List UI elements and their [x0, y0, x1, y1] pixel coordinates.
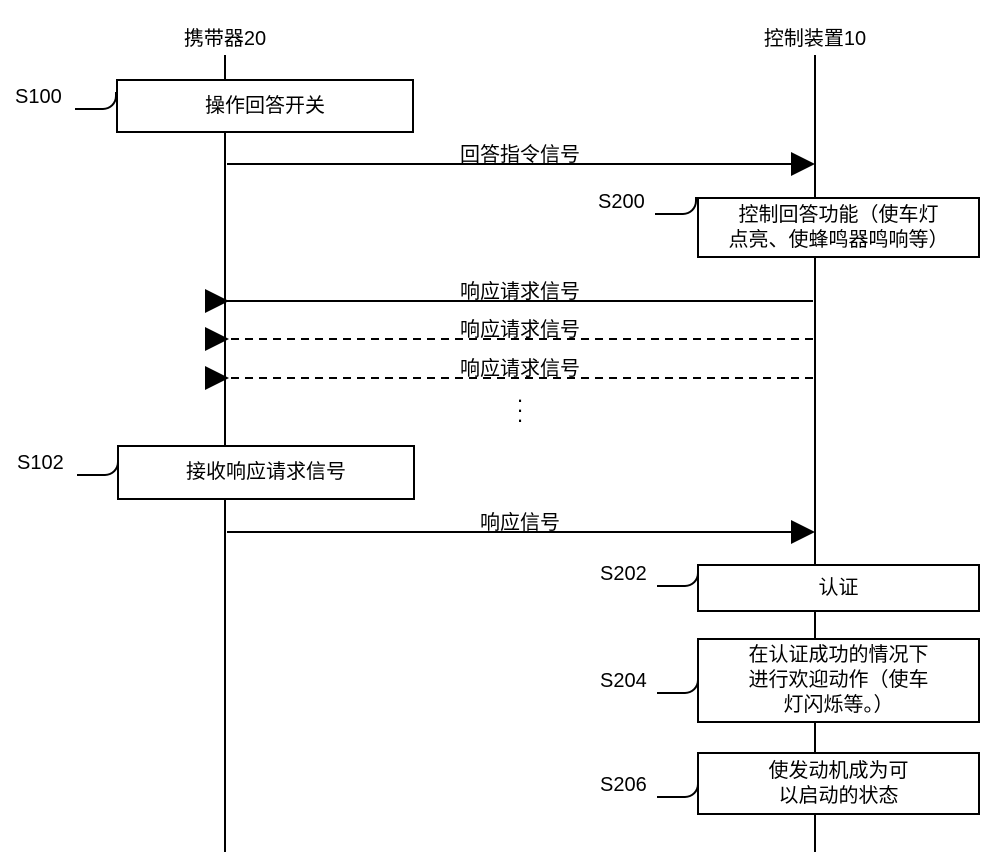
callout-s102	[77, 458, 119, 476]
msg-m2-label: 响应请求信号	[460, 275, 580, 304]
step-s100-id: S100	[15, 86, 62, 109]
step-s202-text: 认证	[819, 576, 859, 601]
msg-m1-label: 回答指令信号	[460, 138, 580, 167]
lane-left-title: 携带器20	[184, 22, 266, 51]
step-s200-id: S200	[598, 191, 645, 214]
step-s204-id: S204	[600, 670, 647, 693]
lifeline-right	[814, 55, 816, 852]
step-s202-id: S202	[600, 563, 647, 586]
step-s206-text: 使发动机成为可 以启动的状态	[769, 759, 909, 809]
step-s206-id: S206	[600, 774, 647, 797]
step-s200-text: 控制回答功能（使车灯 点亮、使蜂鸣器鸣响等）	[729, 203, 949, 253]
step-s204-text: 在认证成功的情况下 进行欢迎动作（使车 灯闪烁等。）	[749, 643, 929, 718]
step-s200-box: 控制回答功能（使车灯 点亮、使蜂鸣器鸣响等）	[697, 197, 980, 258]
msg-m3-label: 响应请求信号	[460, 313, 580, 342]
step-s204-box: 在认证成功的情况下 进行欢迎动作（使车 灯闪烁等。）	[697, 638, 980, 723]
step-s102-id: S102	[17, 452, 64, 475]
callout-s202	[657, 569, 699, 587]
step-s100-text: 操作回答开关	[205, 94, 325, 119]
step-s102-box: 接收响应请求信号	[117, 445, 415, 500]
ellipsis-vertical: ···	[516, 395, 523, 425]
msg-m5-label: 响应信号	[480, 506, 560, 535]
msg-m4-label: 响应请求信号	[460, 352, 580, 381]
callout-s100	[75, 92, 117, 110]
step-s100-box: 操作回答开关	[116, 79, 414, 133]
step-s206-box: 使发动机成为可 以启动的状态	[697, 752, 980, 815]
callout-s200	[655, 197, 697, 215]
step-s102-text: 接收响应请求信号	[186, 460, 346, 485]
lane-right-title: 控制装置10	[764, 22, 866, 51]
callout-s206	[657, 780, 699, 798]
step-s202-box: 认证	[697, 564, 980, 612]
callout-s204	[657, 676, 699, 694]
